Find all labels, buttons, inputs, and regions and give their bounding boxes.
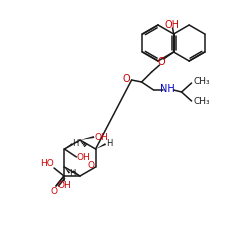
Text: H: H [72, 140, 78, 148]
Text: CH₃: CH₃ [193, 98, 210, 106]
Text: NH: NH [160, 84, 175, 94]
Polygon shape [64, 167, 70, 174]
Text: HO: HO [40, 160, 54, 168]
Polygon shape [96, 143, 106, 149]
Polygon shape [80, 136, 94, 140]
Text: H: H [69, 168, 75, 177]
Text: OH: OH [94, 132, 108, 141]
Text: O: O [158, 57, 166, 67]
Text: O: O [87, 162, 94, 170]
Text: CH₃: CH₃ [193, 78, 210, 86]
Text: OH: OH [58, 182, 71, 190]
Polygon shape [64, 143, 73, 149]
Text: O: O [123, 74, 130, 84]
Text: OH: OH [164, 20, 179, 30]
Polygon shape [72, 170, 80, 176]
Text: H: H [106, 140, 113, 148]
Text: OH: OH [76, 152, 90, 162]
Text: O: O [50, 186, 58, 196]
